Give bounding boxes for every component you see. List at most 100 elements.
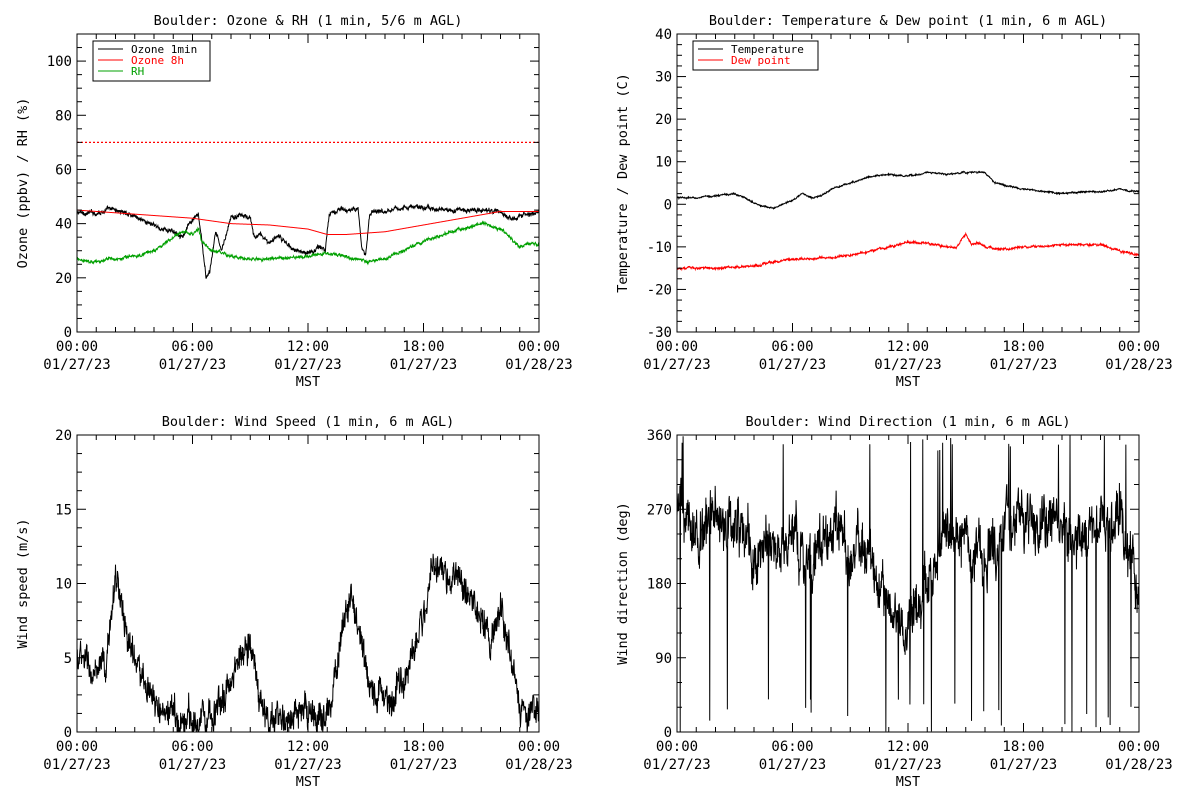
series-line-dew-point	[677, 231, 1139, 272]
y-tick-label: 80	[55, 108, 72, 124]
series-line	[677, 435, 1139, 732]
y-axis-label: Wind speed (m/s)	[15, 518, 31, 648]
x-tick-time-label: 06:00	[171, 339, 213, 355]
x-tick-time-label: 00:00	[1118, 739, 1160, 755]
legend-entry: RH	[131, 65, 144, 78]
series-line	[77, 553, 539, 732]
x-tick-time-label: 06:00	[771, 339, 813, 355]
chart-panel-2: Boulder: Wind Speed (1 min, 6 m AGL) 0 5 10…	[15, 414, 573, 790]
x-tick-date-label: 01/27/23	[990, 757, 1057, 773]
x-tick-date-label: 01/27/23	[759, 357, 826, 373]
y-tick-label: 0	[664, 725, 672, 741]
y-tick-label: 360	[647, 428, 672, 444]
legend-entry: Temperature	[731, 43, 804, 56]
series-line-rh	[77, 220, 539, 266]
x-tick-time-label: 00:00	[656, 339, 698, 355]
x-tick-date-label: 01/27/23	[274, 757, 341, 773]
x-tick-time-label: 12:00	[287, 739, 329, 755]
legend-box	[92, 40, 211, 82]
y-tick-label: 20	[55, 271, 72, 287]
x-tick-date-label: 01/28/23	[1105, 357, 1172, 373]
x-tick-time-label: 00:00	[518, 739, 560, 755]
y-tick-label: -30	[647, 325, 672, 341]
y-axis-label: Temperature / Dew point (C)	[615, 73, 631, 292]
y-tick-label: 40	[655, 27, 672, 43]
x-axis-label: MST	[296, 374, 320, 390]
x-tick-time-label: 00:00	[56, 739, 98, 755]
y-tick-label: 5	[64, 651, 72, 667]
y-tick-label: -10	[647, 240, 672, 256]
x-tick-date-label: 01/28/23	[505, 357, 572, 373]
legend-entry: Ozone 8h	[131, 54, 184, 67]
x-tick-date-label: 01/28/23	[505, 757, 572, 773]
y-tick-label: 180	[647, 577, 672, 593]
legend-box	[692, 40, 819, 71]
chart-title: Boulder: Ozone & RH (1 min, 5/6 m AGL)	[154, 13, 463, 29]
chart-title: Boulder: Temperature & Dew point (1 min,…	[709, 13, 1107, 29]
y-tick-label: 30	[655, 70, 672, 86]
y-axis-label: Ozone (ppbv) / RH (%)	[15, 98, 31, 269]
y-tick-label: 10	[655, 155, 672, 171]
chart-panel-0: Boulder: Ozone & RH (1 min, 5/6 m AGL) 0 2…	[15, 13, 573, 390]
y-tick-label: -20	[647, 282, 672, 298]
x-axis-label: MST	[296, 774, 320, 790]
y-tick-label: 270	[647, 502, 672, 518]
x-axis-label: MST	[896, 374, 920, 390]
y-axis-label: Wind direction (deg)	[615, 502, 631, 665]
x-tick-time-label: 12:00	[887, 339, 929, 355]
y-tick-label: 0	[64, 325, 72, 341]
x-tick-time-label: 18:00	[402, 339, 444, 355]
x-axis-label: MST	[896, 774, 920, 790]
x-tick-time-label: 18:00	[1002, 339, 1044, 355]
y-tick-label: 100	[47, 54, 72, 70]
chart-title: Boulder: Wind Direction (1 min, 6 m AGL)	[745, 414, 1070, 430]
x-tick-time-label: 18:00	[402, 739, 444, 755]
y-tick-label: 20	[55, 428, 72, 444]
series-line-temperature	[677, 170, 1139, 210]
x-tick-time-label: 18:00	[1002, 739, 1044, 755]
plot-frame	[676, 33, 1140, 333]
y-tick-label: 15	[55, 502, 72, 518]
x-tick-time-label: 12:00	[887, 739, 929, 755]
x-tick-date-label: 01/27/23	[643, 357, 710, 373]
x-tick-time-label: 06:00	[771, 739, 813, 755]
chart-title: Boulder: Wind Speed (1 min, 6 m AGL)	[162, 414, 455, 430]
y-tick-label: 60	[55, 162, 72, 178]
x-tick-date-label: 01/27/23	[274, 357, 341, 373]
chart-panel-3: Boulder: Wind Direction (1 min, 6 m AGL)…	[615, 414, 1173, 790]
chart-panel-1: Boulder: Temperature & Dew point (1 min,…	[615, 13, 1173, 390]
x-tick-time-label: 12:00	[287, 339, 329, 355]
series-group	[677, 435, 1139, 732]
series-group	[77, 553, 539, 732]
x-tick-date-label: 01/27/23	[43, 357, 110, 373]
legend-entry: Dew point	[731, 54, 791, 67]
legend-entry: Ozone 1min	[131, 43, 197, 56]
x-tick-date-label: 01/27/23	[643, 757, 710, 773]
series-line-ozone-1min	[77, 203, 539, 279]
series-group	[677, 170, 1139, 272]
x-tick-date-label: 01/27/23	[159, 757, 226, 773]
y-tick-label: 90	[655, 651, 672, 667]
x-tick-time-label: 00:00	[518, 339, 560, 355]
series-line-ozone-8h	[77, 209, 539, 235]
y-tick-label: 40	[55, 217, 72, 233]
y-tick-label: 10	[55, 577, 72, 593]
x-tick-date-label: 01/27/23	[43, 757, 110, 773]
x-tick-time-label: 00:00	[1118, 339, 1160, 355]
y-tick-label: 0	[664, 197, 672, 213]
x-tick-date-label: 01/27/23	[390, 757, 457, 773]
x-tick-date-label: 01/27/23	[390, 357, 457, 373]
x-tick-date-label: 01/27/23	[874, 357, 941, 373]
y-tick-label: 0	[64, 725, 72, 741]
y-tick-label: 20	[655, 112, 672, 128]
x-tick-date-label: 01/27/23	[990, 357, 1057, 373]
x-tick-date-label: 01/28/23	[1105, 757, 1172, 773]
x-tick-time-label: 06:00	[171, 739, 213, 755]
x-tick-time-label: 00:00	[656, 739, 698, 755]
x-tick-date-label: 01/27/23	[159, 357, 226, 373]
x-tick-date-label: 01/27/23	[759, 757, 826, 773]
x-tick-time-label: 00:00	[56, 339, 98, 355]
x-tick-date-label: 01/27/23	[874, 757, 941, 773]
series-group	[77, 203, 539, 279]
